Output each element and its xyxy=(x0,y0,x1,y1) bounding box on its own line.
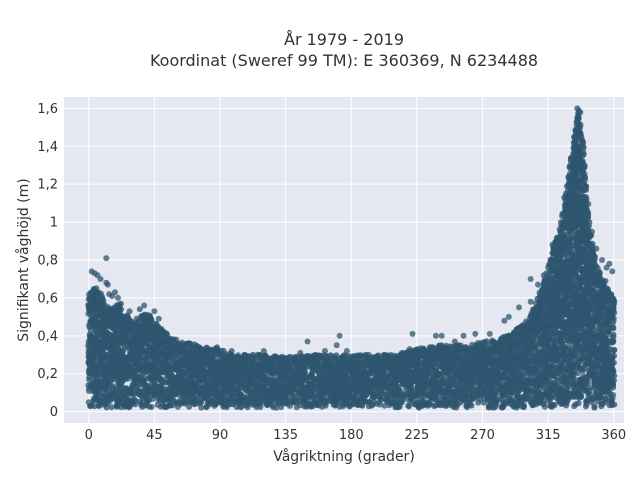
data-point xyxy=(467,401,474,408)
data-points xyxy=(85,105,618,411)
data-point xyxy=(132,401,139,408)
data-point xyxy=(186,403,193,410)
data-point xyxy=(118,306,125,313)
chart-title-line-2: Koordinat (Sweref 99 TM): E 360369, N 62… xyxy=(150,51,538,70)
data-point xyxy=(108,404,115,411)
data-point xyxy=(198,399,205,406)
data-point xyxy=(85,388,92,394)
data-point xyxy=(86,376,93,383)
data-point xyxy=(406,403,413,410)
data-point xyxy=(273,404,280,411)
data-point xyxy=(259,399,266,406)
data-point xyxy=(148,404,155,410)
chart-title-line-1: År 1979 - 2019 xyxy=(284,30,404,49)
data-point xyxy=(140,378,147,385)
data-point xyxy=(198,404,205,411)
